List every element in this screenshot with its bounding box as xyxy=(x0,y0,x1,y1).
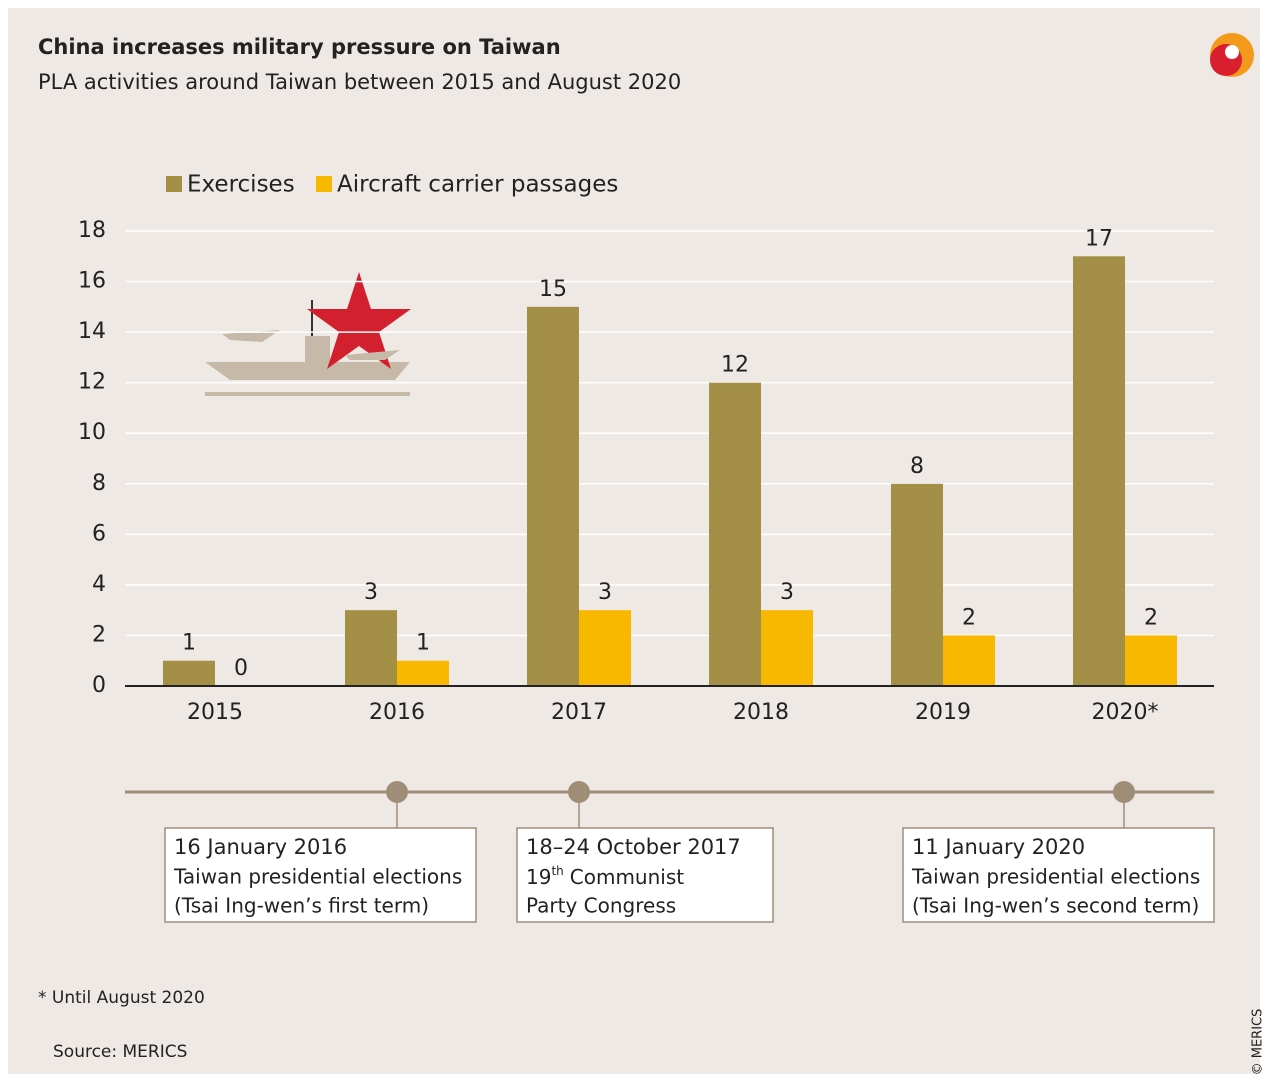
ordinal-suffix: th xyxy=(551,864,563,878)
bar xyxy=(527,306,579,686)
copyright: © MERICS xyxy=(1251,1009,1266,1076)
event-date: 11 January 2020 xyxy=(912,835,1085,859)
y-tick-label: 2 xyxy=(92,622,106,647)
event-line: Taiwan presidential elections xyxy=(173,865,462,889)
x-tick-label: 2016 xyxy=(369,700,425,725)
x-tick-label: 2015 xyxy=(187,700,243,725)
event-box xyxy=(902,827,1215,923)
event-line: (Tsai Ing-wen’s first term) xyxy=(174,894,429,918)
bar xyxy=(709,382,761,686)
bar xyxy=(1125,635,1177,686)
event-line: (Tsai Ing-wen’s second term) xyxy=(912,894,1199,918)
value-label: 1 xyxy=(182,631,196,656)
bar xyxy=(891,483,943,686)
value-label: 0 xyxy=(234,656,248,681)
x-tick-label: 2019 xyxy=(915,700,971,725)
source: Source: MERICS xyxy=(53,1042,187,1062)
x-tick-label: 2020* xyxy=(1092,700,1159,725)
value-label: 8 xyxy=(910,454,924,479)
event-line: Communist xyxy=(570,865,684,889)
logo xyxy=(1210,33,1254,77)
value-label: 15 xyxy=(539,277,567,302)
y-tick-label: 6 xyxy=(92,521,106,546)
bar xyxy=(397,660,449,686)
y-tick-label: 12 xyxy=(78,370,106,395)
ordinal: 19 xyxy=(526,865,551,889)
legend-swatch xyxy=(166,176,182,192)
timeline-dot xyxy=(1113,781,1135,803)
y-tick-label: 14 xyxy=(78,319,106,344)
event-box xyxy=(164,827,477,923)
value-label: 3 xyxy=(598,580,612,605)
value-label: 3 xyxy=(780,580,794,605)
x-tick-label: 2017 xyxy=(551,700,607,725)
value-label: 1 xyxy=(416,631,430,656)
legend-label: Aircraft carrier passages xyxy=(337,172,618,198)
legend-swatch xyxy=(316,176,332,192)
event-box xyxy=(516,827,774,923)
chart-title: China increases military pressure on Tai… xyxy=(38,35,561,59)
chart-subtitle: PLA activities around Taiwan between 201… xyxy=(38,70,681,94)
y-tick-label: 8 xyxy=(92,471,106,496)
y-tick-label: 10 xyxy=(78,420,106,445)
bar xyxy=(761,610,813,686)
value-label: 2 xyxy=(1144,605,1158,630)
bar xyxy=(943,635,995,686)
y-tick-label: 16 xyxy=(78,269,106,294)
bar xyxy=(579,610,631,686)
y-tick-label: 18 xyxy=(78,218,106,243)
value-label: 12 xyxy=(721,353,749,378)
x-tick-label: 2018 xyxy=(733,700,789,725)
y-tick-label: 0 xyxy=(92,673,106,698)
event-date: 16 January 2016 xyxy=(174,835,347,859)
legend-label: Exercises xyxy=(187,172,295,198)
footnote: * Until August 2020 xyxy=(38,988,205,1008)
timeline-dot xyxy=(386,781,408,803)
event-text: 19th Communist xyxy=(526,864,684,889)
bar xyxy=(1073,256,1125,686)
bar xyxy=(345,610,397,686)
value-label: 17 xyxy=(1085,226,1113,251)
value-label: 2 xyxy=(962,605,976,630)
event-line: Taiwan presidential elections xyxy=(911,865,1200,889)
value-label: 3 xyxy=(364,580,378,605)
event-line: Party Congress xyxy=(526,894,676,918)
y-tick-label: 4 xyxy=(92,572,106,597)
event-date: 18–24 October 2017 xyxy=(526,835,741,859)
bar xyxy=(163,660,215,686)
ship-illustration xyxy=(205,272,411,396)
timeline-dot xyxy=(568,781,590,803)
